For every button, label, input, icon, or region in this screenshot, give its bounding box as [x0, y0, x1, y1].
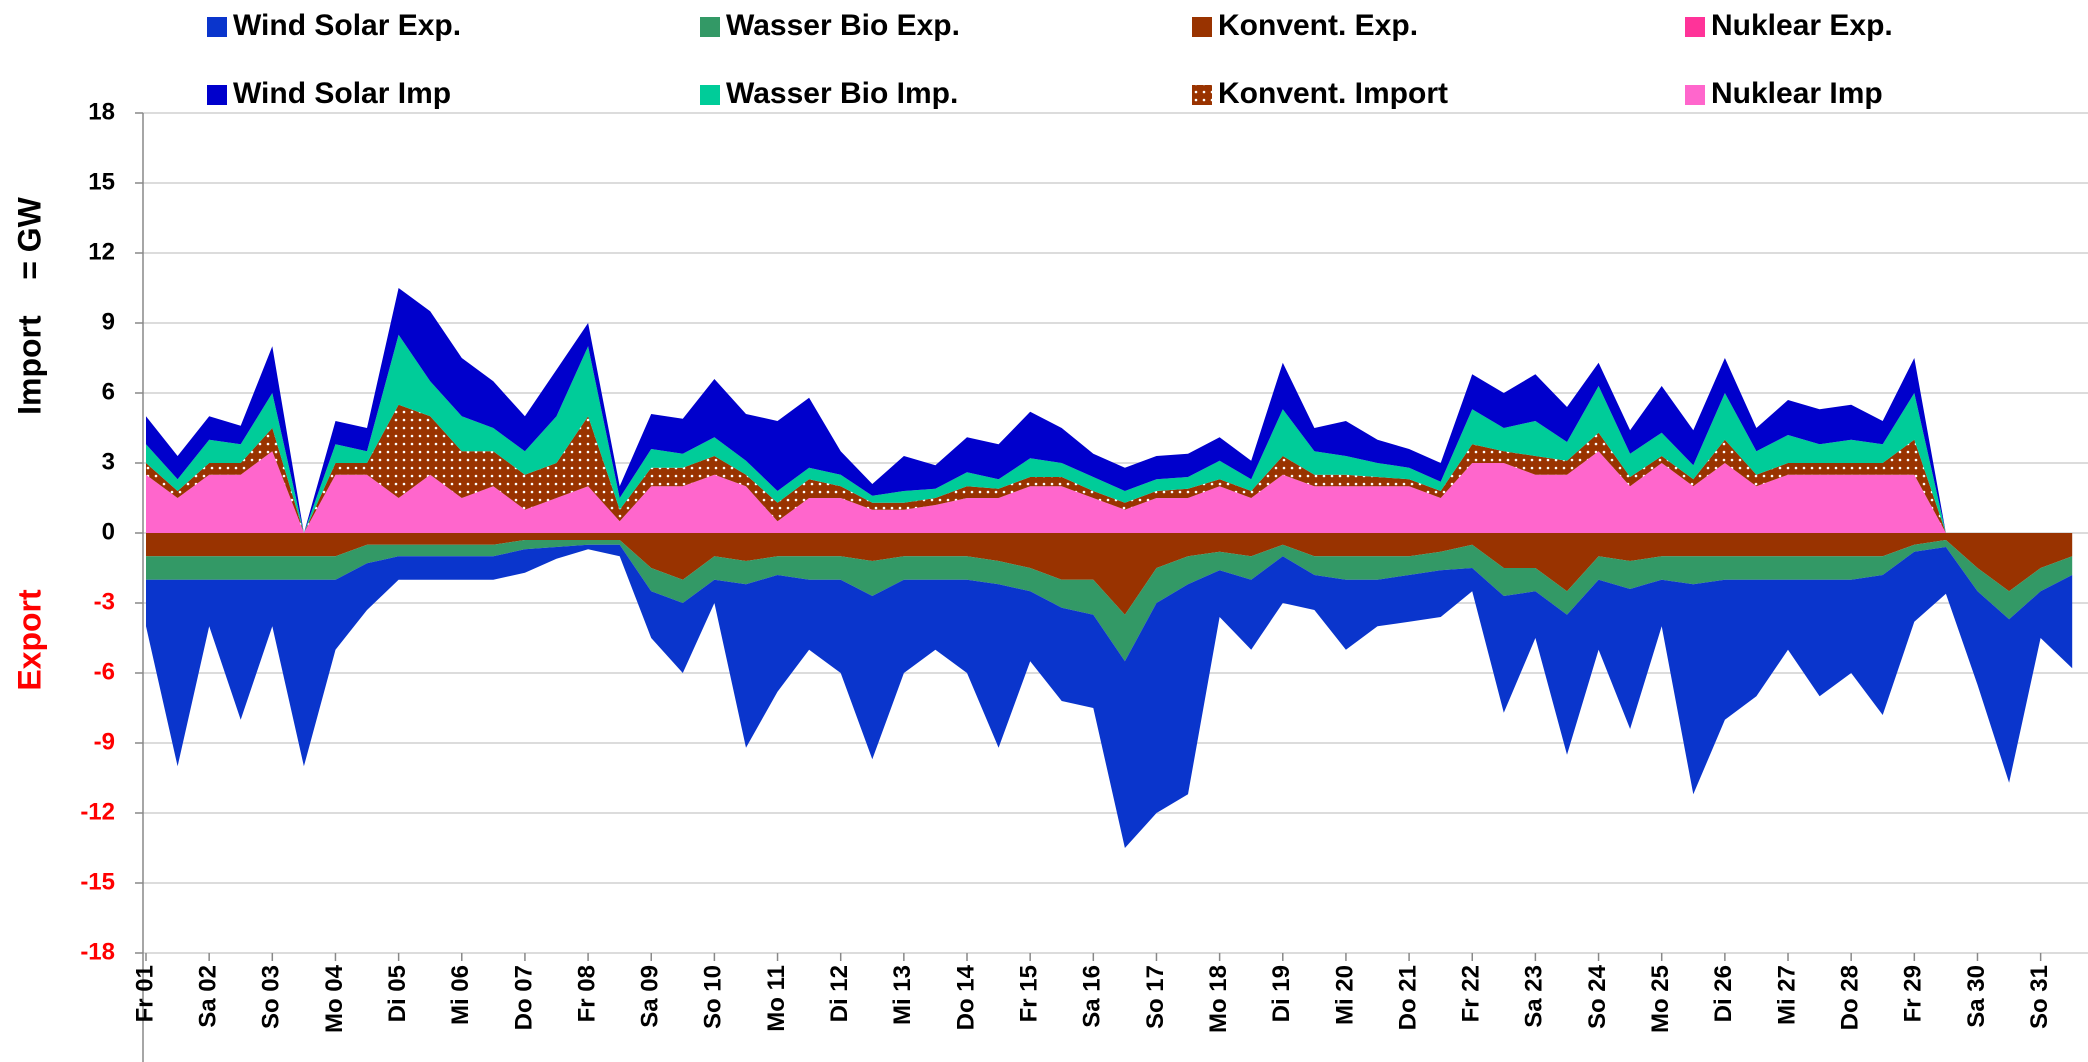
area — [146, 334, 2073, 533]
area — [146, 540, 2073, 662]
legend-swatch — [1685, 85, 1705, 105]
x-tick-label: Do 14 — [952, 964, 979, 1030]
x-tick-label: Di 12 — [826, 965, 853, 1022]
y-tick-label: 15 — [88, 168, 115, 195]
legend-label: Nuklear Exp. — [1711, 9, 1893, 42]
area — [146, 288, 2073, 533]
x-tick-label: Sa 30 — [1963, 965, 1990, 1028]
y-tick-label: 6 — [102, 378, 115, 405]
y-tick-label: -18 — [80, 938, 115, 965]
legend-label: Wind Solar Exp. — [233, 9, 461, 42]
y-tick-label: 3 — [102, 448, 115, 475]
legend-swatch — [207, 85, 227, 105]
x-tick-label: Di 26 — [1710, 965, 1737, 1022]
legend-label: Wasser Bio Imp. — [726, 77, 958, 110]
legend-label: Konvent. Exp. — [1218, 9, 1418, 42]
x-tick-label: Mi 27 — [1773, 965, 1800, 1025]
x-tick-label: Fr 29 — [1900, 965, 1927, 1022]
x-tick-label: Fr 08 — [573, 965, 600, 1022]
x-tick-label: Fr 15 — [1016, 965, 1043, 1022]
x-tick-label: Do 28 — [1837, 965, 1864, 1030]
y-tick-label: -9 — [94, 728, 115, 755]
y-tick-label: 9 — [102, 308, 115, 335]
legend-swatch — [1192, 17, 1212, 37]
axes: 18 15 12 9 6 3 0 -3 -6 -9 -12 -15 -18 Fr 01 Sa 02 So 03… — [80, 98, 2053, 1062]
x-tick-label: Mo 25 — [1647, 965, 1674, 1033]
legend-swatch — [207, 17, 227, 37]
y-tick-label: -3 — [94, 588, 115, 615]
x-tick-label: So 10 — [700, 965, 727, 1029]
x-tick-label: Di 05 — [384, 965, 411, 1022]
legend-swatch — [1685, 17, 1705, 37]
x-tick-label: Do 07 — [510, 965, 537, 1030]
x-tick-label: Sa 16 — [1079, 965, 1106, 1028]
legend-label: Wasser Bio Exp. — [726, 9, 960, 42]
y-axis-title-negative: Export — [11, 589, 47, 691]
area — [146, 451, 2073, 533]
legend-label: Nuklear Imp — [1711, 77, 1883, 110]
x-tick-label: Mi 06 — [447, 965, 474, 1025]
y-tick-label: -12 — [80, 798, 115, 825]
x-tick-label: Sa 23 — [1521, 965, 1548, 1028]
x-tick-label: Fr 22 — [1458, 965, 1485, 1022]
area — [146, 533, 2073, 615]
plot-area — [146, 288, 2073, 848]
x-tick-label: Mo 18 — [1205, 965, 1232, 1033]
area — [146, 544, 2073, 848]
x-tick-label: So 17 — [1142, 965, 1169, 1029]
x-tick-label: So 24 — [1584, 964, 1611, 1029]
y-axis-title: Import = GW — [11, 196, 47, 415]
x-tick-label: Sa 09 — [637, 965, 664, 1028]
x-tick-label: Mi 13 — [889, 965, 916, 1025]
x-tick-label: So 03 — [258, 965, 285, 1029]
y-tick-label: -15 — [80, 868, 115, 895]
y-tick-label: -6 — [94, 658, 115, 685]
x-tick-label: Mo 04 — [321, 964, 348, 1033]
area — [146, 404, 2073, 533]
x-tick-label: Mo 11 — [763, 965, 790, 1032]
x-tick-label: Sa 02 — [194, 965, 221, 1028]
x-tick-label: Mi 20 — [1331, 965, 1358, 1025]
legend-label: Konvent. Import — [1218, 77, 1448, 110]
legend-swatch — [700, 17, 720, 37]
x-tick-label: Di 19 — [1268, 965, 1295, 1022]
y-tick-label: 18 — [88, 98, 115, 125]
x-tick-label: Do 21 — [1394, 965, 1421, 1030]
y-tick-label: 12 — [88, 238, 115, 265]
x-tick-label: Fr 01 — [131, 965, 158, 1022]
legend-swatch — [1192, 85, 1212, 105]
legend-swatch — [700, 85, 720, 105]
legend-label: Wind Solar Imp — [233, 77, 451, 110]
x-tick-label: So 31 — [2026, 965, 2053, 1029]
y-tick-label: 0 — [102, 518, 115, 545]
